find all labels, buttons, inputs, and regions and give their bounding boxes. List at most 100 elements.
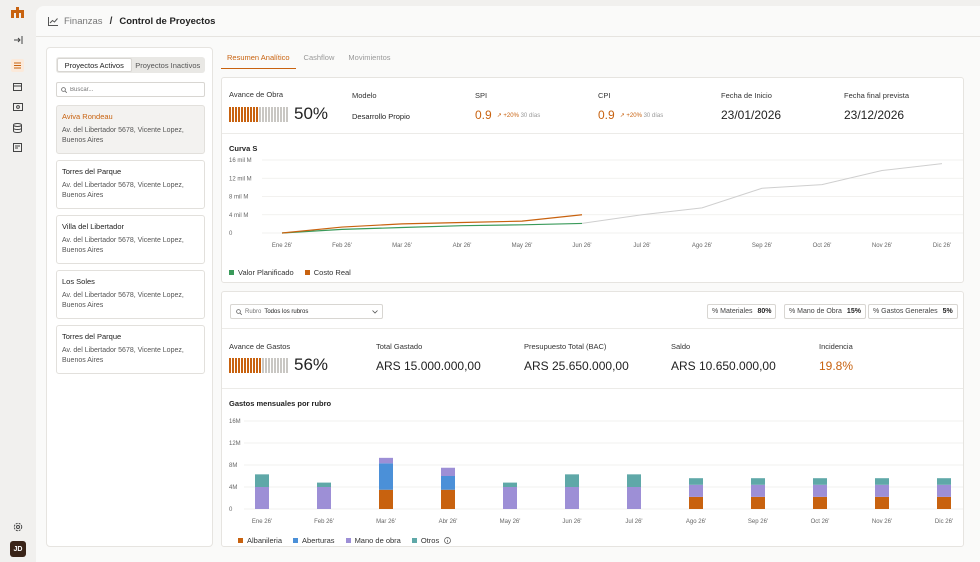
kpi-label: Total Gastado (376, 342, 423, 351)
progress-segment (250, 357, 252, 373)
pct-value: 15% (846, 308, 861, 315)
collapse-icon[interactable] (11, 33, 24, 46)
kpi-incidencia: Incidencia 19.8% (819, 342, 853, 373)
project-name: Torres del Parque (62, 332, 122, 341)
search-icon (236, 308, 242, 315)
project-card[interactable]: Torres del Parque Av. del Libertador 5678… (56, 325, 205, 374)
bar-segment (813, 496, 827, 509)
progress-segment (250, 106, 252, 122)
bar-segment (503, 482, 517, 487)
kpi-label: SPI (475, 91, 488, 100)
settings-icon[interactable] (11, 520, 24, 533)
info-icon[interactable] (444, 537, 452, 544)
wallet-icon[interactable] (11, 100, 24, 113)
tab-movimientos[interactable]: Movimientos (348, 53, 391, 62)
breadcrumb-finanzas[interactable]: Finanzas (64, 15, 103, 27)
series-line (581, 163, 943, 224)
project-card[interactable]: Torres del Parque Av. del Libertador 5678… (56, 160, 205, 209)
progress-segment (286, 357, 288, 373)
progress-segment (262, 106, 264, 122)
tab-resumen-analitico[interactable]: Resumen Analítico (221, 50, 296, 69)
bar-segment (379, 489, 393, 509)
legend-swatch (229, 270, 234, 275)
kpi-label: Incidencia (819, 342, 853, 351)
bar-segment (875, 478, 889, 485)
report-icon[interactable] (11, 141, 24, 154)
progress-segment (244, 106, 246, 122)
y-tick-label: 4 mil M (229, 213, 248, 219)
kpi-value: ARS 10.650.000,00 (671, 359, 776, 373)
x-tick-label: Ago 26' (686, 519, 706, 525)
bar-segment (565, 474, 579, 487)
list-icon[interactable] (11, 59, 24, 72)
bar-segment (441, 467, 455, 476)
search-input[interactable] (70, 86, 200, 93)
kpi-modelo: Modelo Desarrollo Propio (352, 91, 410, 121)
progress-segment (268, 357, 270, 373)
tab-cashflow[interactable]: Cashflow (303, 53, 335, 62)
kpi-value: ARS 25.650.000,00 (524, 359, 629, 373)
legend-label: Valor Planificado (238, 268, 294, 277)
progress-segment (283, 357, 285, 373)
x-tick-label: Ago 26' (692, 243, 712, 249)
x-tick-label: Ene 26' (252, 519, 272, 525)
logo-icon[interactable] (11, 6, 24, 19)
progress-segment (229, 357, 231, 373)
tab-proyectos-inactivos[interactable]: Proyectos Inactivos (135, 60, 201, 70)
progress-bars-obra (229, 106, 288, 122)
legend-item: Costo Real (304, 268, 351, 277)
project-address: Av. del Libertador 5678, Vicente Lopez, … (62, 347, 184, 365)
database-icon[interactable] (11, 121, 24, 134)
calendar-icon[interactable] (11, 80, 24, 93)
y-tick-label: 0 (229, 231, 233, 237)
project-card[interactable]: Los Soles Av. del Libertador 5678, Vicent… (56, 270, 205, 319)
x-tick-label: Oct 26' (813, 243, 832, 249)
x-tick-label: Ene 26' (272, 243, 292, 249)
x-tick-label: Dic 26' (935, 519, 953, 525)
progress-segment (256, 357, 258, 373)
kpi-spi: SPI 0.9 ↗ +20% 30 días (475, 91, 540, 122)
kpi-label: Modelo (352, 91, 377, 100)
kpi-avance-gastos: Avance de Gastos 56% (229, 342, 328, 375)
project-card[interactable]: Aviva Rondeau Av. del Libertador 5678, Vi… (56, 105, 205, 154)
rubro-select[interactable]: Rubro Todos los rubros (230, 304, 383, 319)
progress-segment (253, 106, 255, 122)
kpi-value: 0.9 (598, 108, 615, 122)
summary-card: Avance de Obra 50% Modelo Desarrollo Pro… (221, 77, 964, 283)
legend-label: Albanileria (247, 536, 283, 545)
trend-period: 30 días (643, 112, 664, 119)
main-area: Finanzas / Control de Proyectos Proyecto… (36, 6, 980, 562)
legend-swatch (345, 538, 351, 543)
progress-segment (235, 106, 237, 122)
kpi-fecha-inicio: Fecha de Inicio 23/01/2026 (721, 91, 781, 122)
y-tick-label: 16M (229, 419, 241, 425)
bar-segment (937, 484, 951, 497)
legend-swatch (293, 538, 299, 543)
avatar[interactable]: JD (10, 541, 26, 557)
s-curve-legend: Valor Planificado Costo Real (229, 268, 362, 277)
progress-segment (274, 106, 276, 122)
progress-segment (268, 106, 270, 122)
chart-title: Curva S (229, 144, 258, 153)
progress-segment (238, 357, 240, 373)
bar-segment (813, 484, 827, 497)
bar-segment (565, 487, 579, 509)
x-tick-label: Jul 26' (625, 519, 642, 525)
progress-segment (259, 106, 261, 122)
tab-proyectos-activos[interactable]: Proyectos Activos (57, 58, 132, 72)
trend-up-icon: ↗ (496, 112, 504, 119)
trend-value: +20% (626, 112, 642, 119)
progress-segment (286, 106, 288, 122)
trend-value: +20% (503, 112, 519, 119)
bar-segment (255, 487, 269, 509)
legend-label: Costo Real (313, 268, 351, 277)
project-card[interactable]: Villa del Libertador Av. del Libertador 5… (56, 215, 205, 264)
progress-bars-gastos (229, 357, 288, 373)
bar-segment (689, 484, 703, 497)
legend-label: Mano de obra (354, 536, 401, 545)
progress-segment (244, 357, 246, 373)
legend-swatch (304, 270, 310, 275)
chart-trend-icon (48, 16, 58, 26)
kpi-label: CPI (598, 91, 611, 100)
topbar: Finanzas / Control de Proyectos (36, 6, 980, 37)
